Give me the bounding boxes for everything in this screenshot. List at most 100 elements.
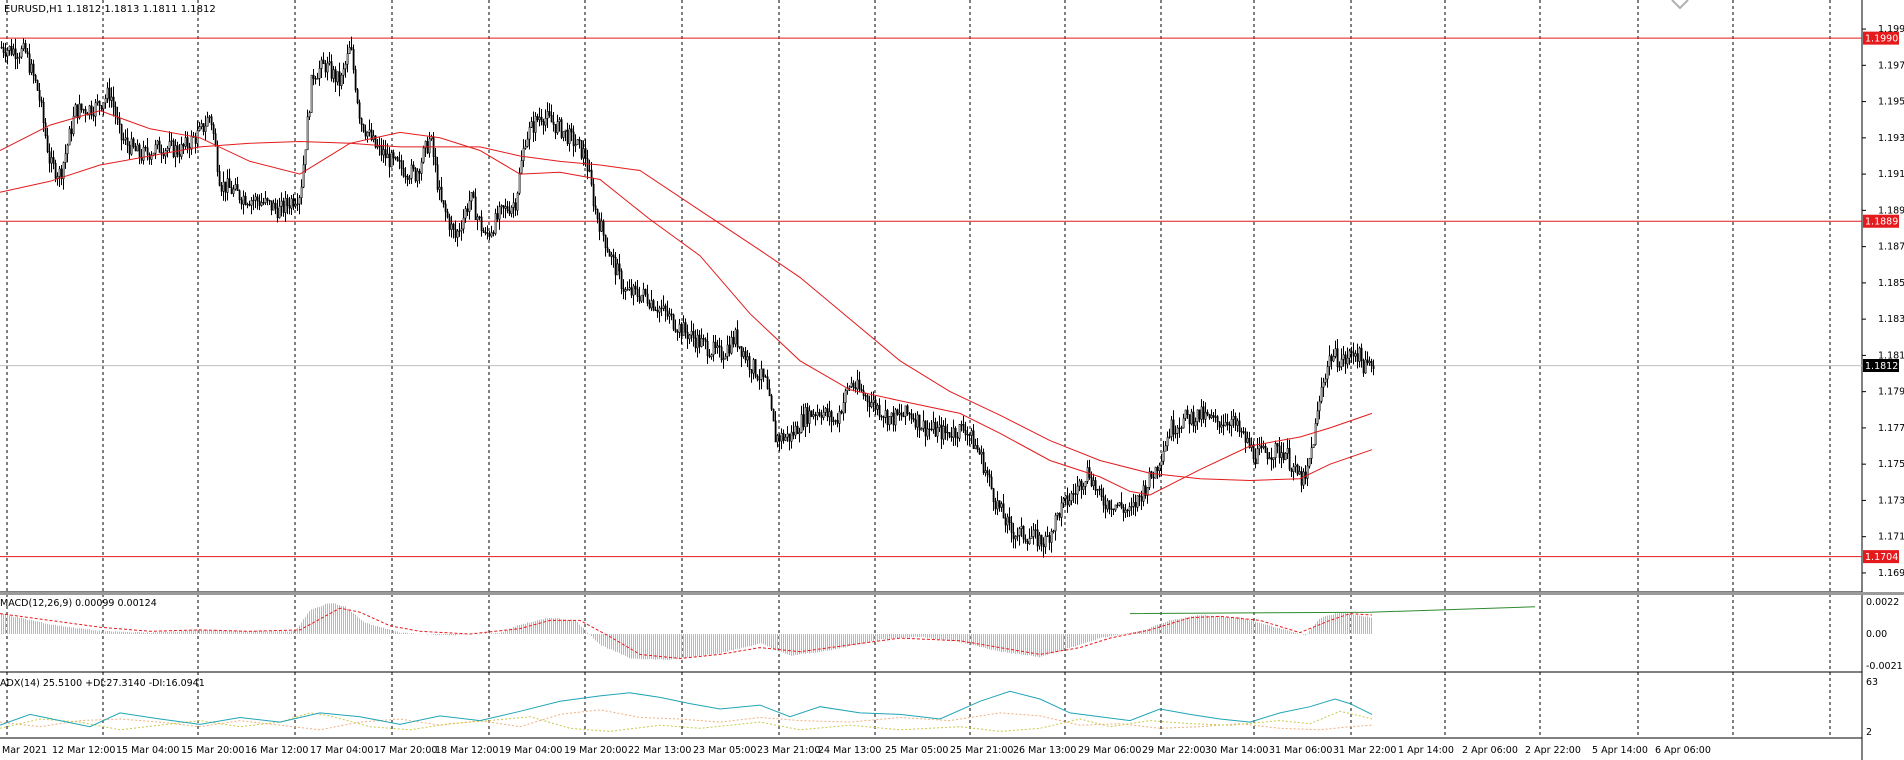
candle-body <box>120 124 123 141</box>
candle-body <box>34 75 37 81</box>
candle-body <box>840 411 843 414</box>
candle-body <box>796 425 799 435</box>
symbol-header: EURUSD,H1 1.1812 1.1813 1.1811 1.1812 <box>4 4 216 15</box>
candle-body <box>922 420 925 429</box>
candle-body <box>280 200 283 207</box>
candle-body <box>382 149 385 156</box>
panel-separator[interactable] <box>0 592 1904 595</box>
candle-body <box>668 313 671 317</box>
candle-body <box>1082 485 1085 490</box>
candle-body <box>968 434 971 436</box>
candle-body <box>888 416 891 426</box>
moving-average-slow <box>0 140 1373 482</box>
candle-body <box>744 351 747 361</box>
candle-body <box>16 57 19 59</box>
candle-body <box>1216 416 1219 423</box>
macd-panel[interactable]: MACD(12,26,9) 0.00099 0.00124 0.0022 0.0… <box>0 597 1903 673</box>
candle-body <box>736 329 739 348</box>
candle-body <box>376 145 379 148</box>
candle-body <box>890 412 893 417</box>
candle-body <box>1036 529 1039 547</box>
candle-body <box>1160 460 1163 466</box>
candle-body <box>764 376 767 378</box>
candle-body <box>62 162 65 180</box>
chart-shift-marker-icon[interactable] <box>1671 0 1689 10</box>
candle-body <box>148 153 151 160</box>
candle-body <box>18 56 21 59</box>
candle-body <box>900 412 903 417</box>
price-axis-ticks: 1.19951.19751.19551.19351.19151.18951.18… <box>1862 24 1904 579</box>
candle-body <box>1252 444 1255 460</box>
candle-body <box>1212 414 1215 418</box>
candle-body <box>1220 424 1223 428</box>
candle-body <box>1016 535 1019 537</box>
candle-body <box>326 62 329 73</box>
candle-body <box>546 111 549 119</box>
candle-body <box>752 359 755 374</box>
candle-body <box>1242 431 1245 433</box>
candle-body <box>818 412 821 416</box>
candle-body <box>868 401 871 408</box>
candle-body <box>1028 538 1031 544</box>
candle-body <box>506 206 509 212</box>
candle-body <box>210 116 213 125</box>
time-label-23: 2 Apr 06:00 <box>1462 745 1518 756</box>
time-label-13: 24 Mar 13:00 <box>818 745 881 756</box>
candle-body <box>748 356 751 370</box>
candle-body <box>200 123 203 128</box>
candle-body <box>1176 427 1179 434</box>
candle-body <box>482 230 485 233</box>
candle-body <box>950 436 953 438</box>
candle-body <box>504 206 507 209</box>
candle-body <box>1292 466 1295 472</box>
candle-body <box>1322 381 1325 388</box>
time-label-12: 23 Mar 21:00 <box>757 745 820 756</box>
candle-body <box>138 144 141 158</box>
candle-body <box>122 139 125 141</box>
candle-body <box>842 402 845 414</box>
candle-body <box>1152 476 1155 479</box>
candle-body <box>614 257 617 276</box>
candle-body <box>1084 481 1087 487</box>
candle-body <box>308 112 311 118</box>
candle-body <box>540 116 543 122</box>
candle-body <box>1020 525 1023 529</box>
candle-body <box>302 164 305 188</box>
horizontal-levels[interactable]: 1.1990 1.1889 1.1704 <box>0 31 1899 564</box>
candle-body <box>266 198 269 201</box>
candle-body <box>800 414 803 433</box>
candle-body <box>760 368 763 380</box>
candle-body <box>272 202 275 211</box>
time-label-6: 17 Mar 20:00 <box>374 745 437 756</box>
candle-body <box>1140 495 1143 502</box>
adx-panel[interactable]: ADX(14) 25.5100 +DI:27.3140 -DI:16.0941 … <box>0 677 1878 739</box>
candle-body <box>830 411 833 422</box>
candle-body <box>932 421 935 430</box>
candle-body <box>528 126 531 140</box>
candle-body <box>1104 504 1107 510</box>
candle-body <box>340 74 343 86</box>
candle-body <box>428 138 431 154</box>
candle-body <box>686 331 689 340</box>
price-tick-label-8: 1.1835 <box>1878 314 1904 325</box>
time-label-2: 15 Mar 04:00 <box>116 745 179 756</box>
candle-body <box>724 356 727 360</box>
candle-body <box>590 169 593 185</box>
candle-body <box>572 131 575 147</box>
candle-body <box>1334 348 1337 357</box>
candle-body <box>458 230 461 232</box>
candle-body <box>1280 452 1283 458</box>
candle-body <box>92 114 95 117</box>
candle-body <box>1156 466 1159 472</box>
candle-body <box>360 118 363 125</box>
candle-body <box>50 157 53 164</box>
candle-body <box>356 89 359 103</box>
candle-body <box>740 346 743 357</box>
candle-body <box>788 433 791 442</box>
macd-trendline[interactable] <box>1129 606 1536 615</box>
candle-body <box>250 200 253 206</box>
candle-body <box>678 323 681 333</box>
candle-body <box>802 414 805 428</box>
